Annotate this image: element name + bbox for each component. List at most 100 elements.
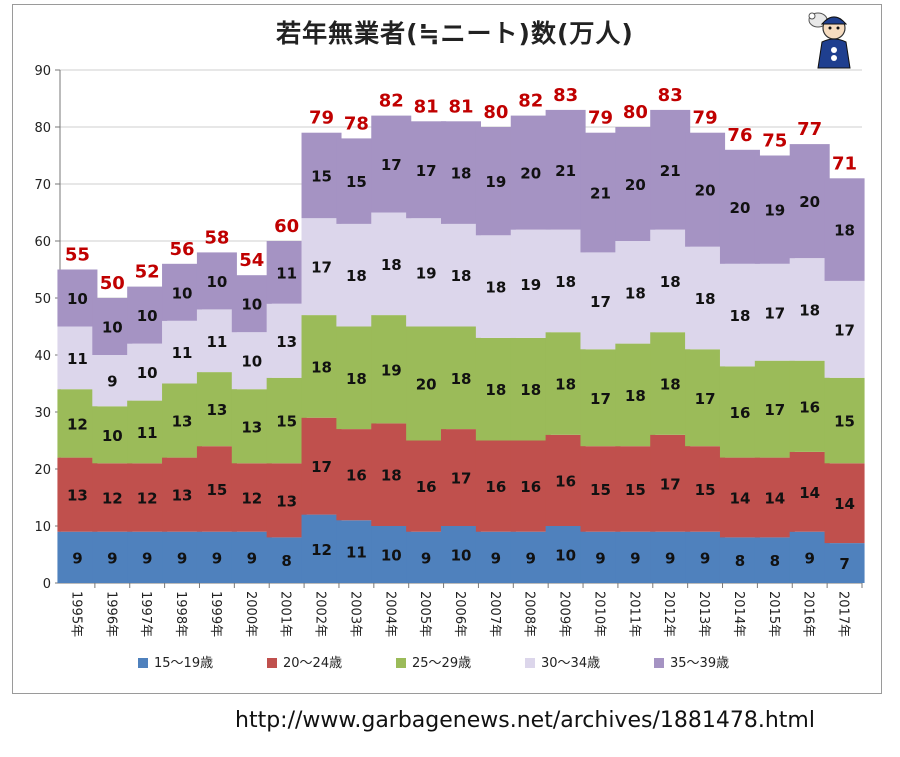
bar-segment	[475, 127, 516, 236]
y-tick-label: 40	[34, 349, 51, 364]
total-value-label: 55	[65, 245, 90, 266]
bar-segment	[406, 218, 447, 327]
bar-segment	[196, 372, 237, 447]
x-tick-label: 2001年	[278, 591, 293, 637]
bar-segment	[615, 241, 656, 344]
x-tick-label: 1999年	[208, 591, 223, 637]
segment-value-label: 9	[107, 373, 117, 391]
segment-value-label: 17	[764, 401, 785, 419]
legend-label: 15〜19歳	[154, 656, 213, 671]
bar-segment	[615, 446, 656, 532]
segment-value-label: 9	[491, 549, 501, 567]
segment-value-label: 8	[770, 552, 780, 570]
y-tick-label: 30	[34, 406, 51, 421]
total-value-label: 83	[658, 85, 683, 106]
bar-segment	[789, 531, 830, 583]
x-tick-label: 2015年	[766, 591, 781, 637]
bar-segment	[789, 451, 830, 532]
bar-segment	[719, 457, 760, 538]
segment-value-label: 18	[660, 273, 681, 291]
segment-value-label: 15	[695, 481, 716, 499]
segment-value-label: 19	[764, 202, 785, 220]
bar-segment	[231, 332, 272, 390]
total-value-label: 75	[762, 131, 787, 152]
bar-segment	[196, 252, 237, 310]
bar-segment	[92, 463, 133, 532]
segment-value-label: 20	[799, 193, 820, 211]
segment-value-label: 15	[625, 481, 646, 499]
y-tick-label: 80	[34, 121, 51, 136]
segment-value-label: 18	[381, 256, 402, 274]
bar-segment	[231, 389, 272, 464]
bar-segment	[754, 457, 795, 538]
segment-value-label: 17	[590, 390, 611, 408]
bar-segment	[92, 406, 133, 464]
segment-value-label: 15	[206, 481, 227, 499]
bar-segment	[824, 377, 865, 464]
segment-value-label: 18	[451, 370, 472, 388]
bar-segment	[754, 155, 795, 264]
segment-value-label: 12	[311, 541, 332, 559]
bar-segment	[650, 434, 691, 532]
segment-value-label: 10	[381, 547, 402, 565]
bar-segment	[301, 417, 342, 515]
segment-value-label: 12	[137, 490, 158, 508]
total-value-label: 60	[274, 216, 299, 237]
segment-value-label: 20	[520, 165, 541, 183]
x-tick-label: 2012年	[661, 591, 676, 637]
segment-value-label: 12	[67, 415, 88, 433]
segment-value-label: 10	[67, 290, 88, 308]
segment-value-label: 17	[764, 304, 785, 322]
segment-value-label: 16	[799, 398, 820, 416]
segment-value-label: 12	[241, 490, 262, 508]
segment-value-label: 18	[520, 381, 541, 399]
bar-segment	[162, 383, 203, 458]
segment-value-label: 17	[660, 475, 681, 493]
segment-value-label: 11	[206, 333, 227, 351]
bar-segment	[475, 440, 516, 532]
segment-value-label: 18	[834, 222, 855, 240]
segment-value-label: 13	[172, 487, 193, 505]
bar-segment	[336, 223, 377, 327]
bar-segment	[685, 349, 726, 447]
x-tick-label: 2000年	[243, 591, 258, 637]
source-url: http://www.garbagenews.net/archives/1881…	[235, 708, 815, 733]
total-value-label: 79	[309, 108, 334, 129]
segment-value-label: 21	[555, 162, 576, 180]
bar-segment	[719, 263, 760, 367]
legend: 15〜19歳 20〜24歳 25〜29歳 30〜34歳 35〜39歳	[138, 656, 729, 671]
bar-segment	[92, 298, 133, 355]
segment-value-label: 14	[730, 490, 751, 508]
bar-segment	[196, 309, 237, 373]
bar-segment	[475, 235, 516, 338]
segment-value-label: 16	[520, 478, 541, 496]
bar-segment	[57, 389, 98, 458]
total-value-label: 58	[204, 227, 229, 248]
bar-labels: 9 13 12 11 10 55 9 12 10 9 10 50 9 12 11 10 10 52 9 13 13 11 1…	[65, 85, 857, 573]
y-tick-label: 20	[34, 463, 51, 478]
bar-segment	[336, 520, 377, 583]
segment-value-label: 18	[346, 370, 367, 388]
segment-value-label: 21	[660, 162, 681, 180]
segment-value-label: 18	[625, 387, 646, 405]
mascot-icon	[808, 12, 851, 69]
total-value-label: 54	[239, 250, 264, 271]
segment-value-label: 12	[102, 490, 123, 508]
segment-value-label: 18	[485, 381, 506, 399]
bar-segment	[127, 531, 168, 583]
legend-label: 35〜39歳	[670, 656, 729, 671]
total-value-label: 79	[693, 108, 718, 129]
bar-segment	[719, 149, 760, 264]
bar-segment	[441, 429, 481, 526]
bar-segment	[371, 315, 412, 424]
segment-value-label: 18	[695, 290, 716, 308]
segment-value-label: 18	[451, 267, 472, 285]
x-tick-label: 2005年	[417, 591, 432, 637]
segment-value-label: 15	[346, 173, 367, 191]
bar-segment	[475, 531, 516, 583]
segment-value-label: 13	[206, 401, 227, 419]
bar-segment	[650, 229, 691, 333]
segment-value-label: 19	[485, 173, 506, 191]
total-value-label: 83	[553, 85, 578, 106]
total-value-label: 56	[170, 239, 195, 260]
